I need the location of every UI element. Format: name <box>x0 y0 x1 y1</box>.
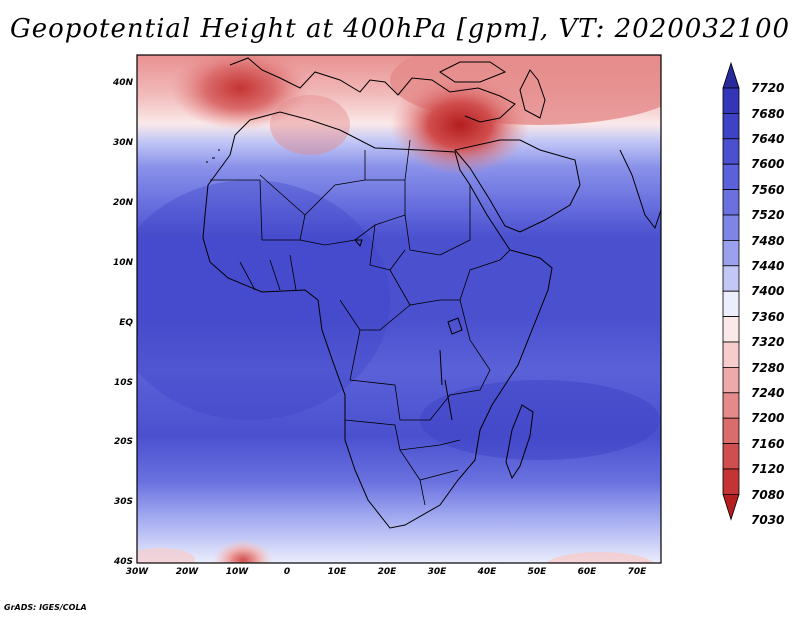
colorbar-segment <box>722 392 740 419</box>
colorbar-label: 7560 <box>751 183 785 197</box>
colorbar-label: 7400 <box>751 284 785 298</box>
africa-coastline <box>202 111 553 529</box>
colorbar-segment <box>722 316 740 343</box>
lon-tick-label: 20E <box>377 567 397 577</box>
colorbar-label: 7120 <box>751 462 785 476</box>
lon-tick-label: 10E <box>327 567 347 577</box>
colorbar-label: 7600 <box>751 157 785 171</box>
colorbar-segment <box>722 341 740 368</box>
lat-tick-label: 40S <box>113 557 133 567</box>
colorbar-segment <box>722 138 740 165</box>
colorbar-segment <box>722 214 740 241</box>
lon-tick-label: 30E <box>427 567 447 577</box>
lake-chad <box>353 239 363 248</box>
lat-tick-label: 20N <box>112 198 133 208</box>
arabia-coastline <box>454 139 581 233</box>
india-coastline <box>619 149 661 230</box>
lon-tick-label: 50E <box>527 567 547 577</box>
colorbar-segment <box>722 468 740 495</box>
colorbar-segment <box>722 113 740 140</box>
colorbar-segment <box>722 189 740 216</box>
colorbar-segment <box>722 265 740 292</box>
colorbar <box>722 61 740 521</box>
madagascar-coastline <box>505 404 534 480</box>
lon-tick-label: 70E <box>627 567 647 577</box>
chart-title: Geopotential Height at 400hPa [gpm], VT:… <box>9 14 791 44</box>
lon-tick-label: 20W <box>175 567 199 577</box>
colorbar-label: 7280 <box>751 361 785 375</box>
credit-text: GrADS: IGES/COLA <box>4 603 87 612</box>
colorbar-segment <box>722 417 740 445</box>
lat-tick-label: 10N <box>112 258 133 268</box>
colorbar-segment <box>722 443 740 470</box>
lake-victoria <box>447 317 463 335</box>
colorbar-label: 7360 <box>751 310 785 324</box>
colorbar-segment <box>722 163 740 190</box>
coastlines <box>202 57 661 529</box>
lon-tick-label: 10W <box>225 567 249 577</box>
colorbar-top-arrow <box>722 61 740 89</box>
lat-tick-label: 30N <box>112 138 133 148</box>
colorbar-segment <box>722 239 740 267</box>
lat-tick-label: EQ <box>119 318 133 328</box>
colorbar-label: 7080 <box>751 488 785 502</box>
lat-tick-label: 40N <box>112 78 133 88</box>
height-field <box>137 55 661 563</box>
colorbar-label: 7640 <box>751 132 785 146</box>
country-borders <box>210 139 511 506</box>
lat-tick-label: 10S <box>113 378 133 388</box>
colorbar-bottom-arrow <box>722 493 740 521</box>
colorbar-label: 7520 <box>751 208 785 222</box>
canary-islands <box>206 149 220 163</box>
colorbar-label: 7240 <box>751 386 785 400</box>
rift-lakes <box>439 349 453 421</box>
colorbar-label: 7440 <box>751 259 785 273</box>
europe-coastline <box>229 57 516 123</box>
lon-tick-label: 40E <box>477 567 497 577</box>
plot-frame <box>136 54 662 564</box>
lon-tick-label: 30W <box>125 567 149 577</box>
colorbar-label: 7160 <box>751 437 785 451</box>
colorbar-label: 7480 <box>751 234 785 248</box>
colorbar-segment <box>722 290 740 318</box>
colorbar-label: 7720 <box>751 81 785 95</box>
colorbar-segment <box>722 87 740 114</box>
colorbar-label: 7680 <box>751 107 785 121</box>
colorbar-label: 7200 <box>751 411 785 425</box>
lon-tick-label: 0 <box>283 567 291 577</box>
colorbar-label: 7320 <box>751 335 785 349</box>
lat-tick-label: 30S <box>113 497 133 507</box>
colorbar-segment <box>722 366 740 394</box>
colorbar-label: 7030 <box>751 513 785 527</box>
lon-tick-label: 60E <box>577 567 597 577</box>
black-sea-coastline <box>439 61 507 83</box>
caspian-coastline <box>519 69 546 119</box>
lat-tick-label: 20S <box>113 437 133 447</box>
